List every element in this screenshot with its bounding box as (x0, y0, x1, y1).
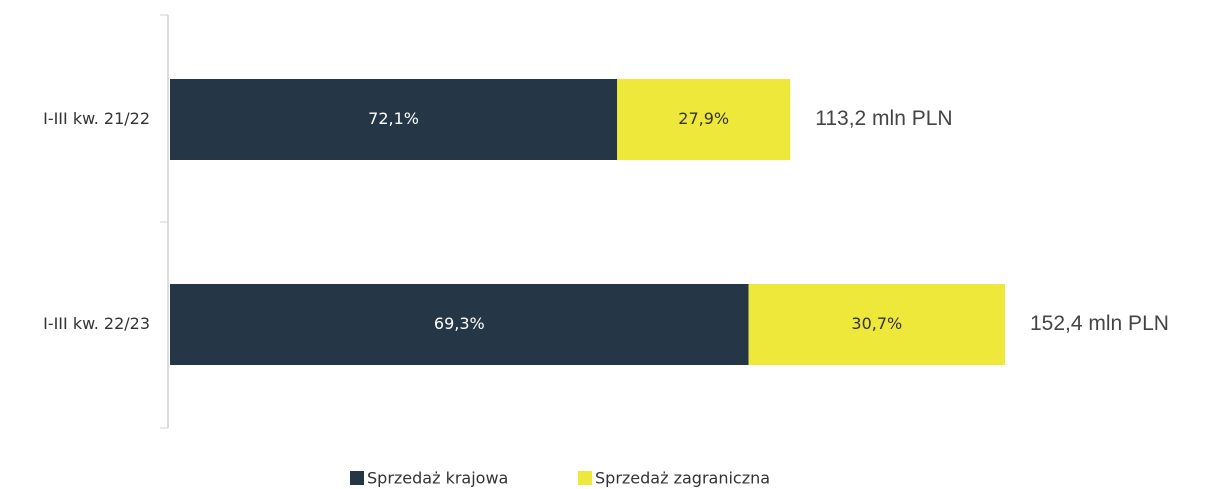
total-label: 152,4 mln PLN (1030, 312, 1169, 335)
total-label: 113,2 mln PLN (815, 107, 952, 130)
legend-swatch (578, 471, 592, 485)
data-label: 27,9% (678, 109, 729, 128)
bar-segment (748, 284, 1005, 365)
bar-segment (617, 79, 791, 160)
legend-swatch (350, 471, 364, 485)
legend-label: Sprzedaż krajowa (367, 469, 508, 488)
data-label: 30,7% (851, 314, 902, 333)
category-label: I-III kw. 22/23 (43, 314, 150, 333)
category-label: I-III kw. 21/22 (43, 109, 150, 128)
data-label: 69,3% (434, 314, 485, 333)
bar-segment (170, 79, 618, 160)
data-label: 72,1% (368, 109, 419, 128)
legend-label: Sprzedaż zagraniczna (595, 469, 770, 488)
bar-segment (170, 284, 749, 365)
